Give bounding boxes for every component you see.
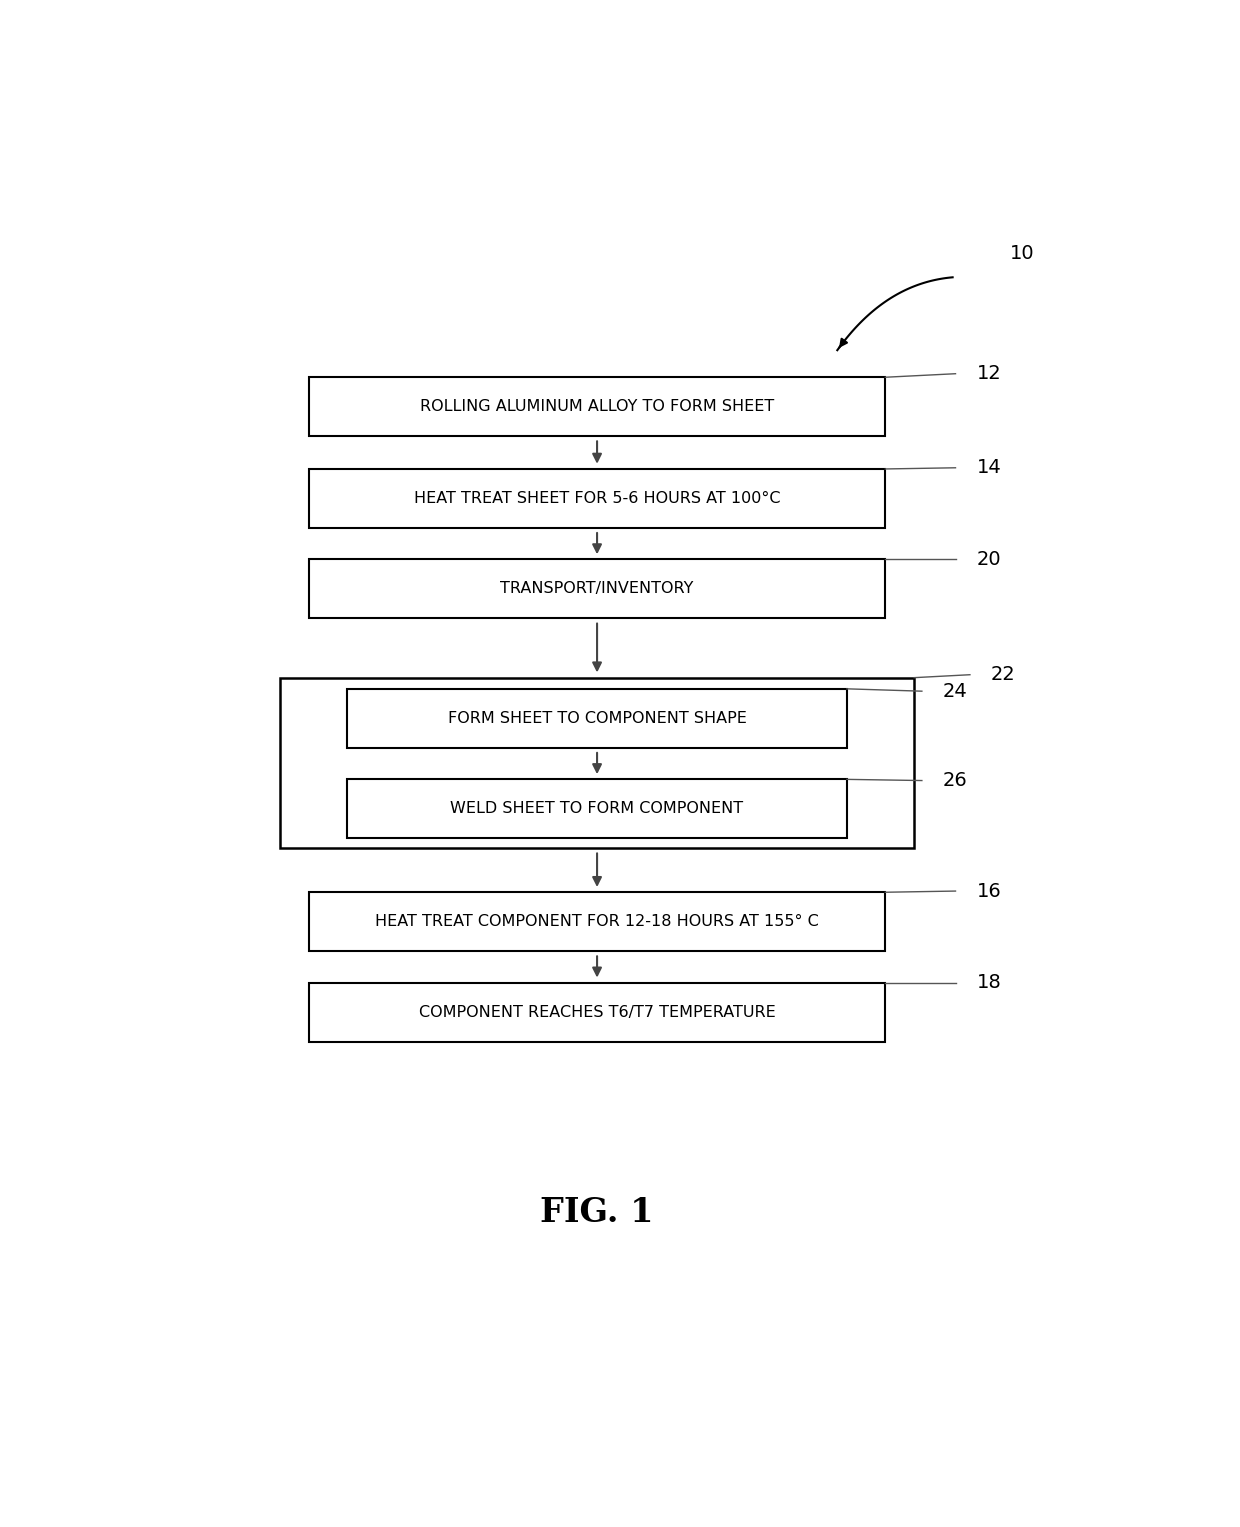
Text: FIG. 1: FIG. 1 [541,1196,653,1229]
FancyBboxPatch shape [309,377,885,437]
FancyBboxPatch shape [347,689,847,748]
Text: COMPONENT REACHES T6/T7 TEMPERATURE: COMPONENT REACHES T6/T7 TEMPERATURE [419,1005,775,1020]
Text: ROLLING ALUMINUM ALLOY TO FORM SHEET: ROLLING ALUMINUM ALLOY TO FORM SHEET [420,399,774,414]
Text: 10: 10 [1011,244,1035,263]
Text: FORM SHEET TO COMPONENT SHAPE: FORM SHEET TO COMPONENT SHAPE [448,710,746,725]
FancyBboxPatch shape [280,678,914,847]
Text: 20: 20 [977,550,1001,570]
FancyBboxPatch shape [309,892,885,951]
Text: HEAT TREAT SHEET FOR 5-6 HOURS AT 100°C: HEAT TREAT SHEET FOR 5-6 HOURS AT 100°C [414,490,780,505]
Text: 16: 16 [977,881,1002,901]
FancyBboxPatch shape [347,779,847,838]
Text: 26: 26 [942,771,967,789]
FancyBboxPatch shape [309,559,885,618]
Text: 24: 24 [942,681,967,701]
Text: 18: 18 [977,973,1002,993]
Text: 12: 12 [977,365,1002,383]
Text: WELD SHEET TO FORM COMPONENT: WELD SHEET TO FORM COMPONENT [450,802,744,817]
Text: TRANSPORT/INVENTORY: TRANSPORT/INVENTORY [501,582,693,597]
Text: 22: 22 [991,666,1016,684]
FancyBboxPatch shape [309,469,885,528]
FancyBboxPatch shape [309,983,885,1041]
Text: 14: 14 [977,458,1002,478]
Text: HEAT TREAT COMPONENT FOR 12-18 HOURS AT 155° C: HEAT TREAT COMPONENT FOR 12-18 HOURS AT … [376,915,818,928]
